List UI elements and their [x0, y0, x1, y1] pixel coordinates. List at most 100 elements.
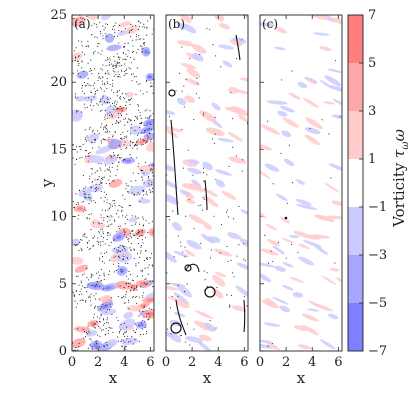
particle — [84, 233, 86, 235]
particle — [83, 193, 85, 195]
particle — [151, 169, 153, 171]
particle — [115, 255, 117, 257]
particle — [148, 307, 150, 309]
particle — [87, 356, 88, 357]
particle — [335, 60, 337, 62]
particle — [143, 224, 145, 226]
particle — [128, 307, 130, 310]
particle — [112, 163, 114, 165]
vorticity-blob — [205, 189, 218, 198]
particle — [131, 230, 133, 232]
particle — [88, 284, 90, 286]
particle — [285, 257, 287, 259]
particle — [104, 118, 106, 120]
particle — [68, 70, 69, 71]
particle — [127, 121, 129, 123]
particle — [118, 29, 120, 32]
particle — [97, 334, 99, 336]
vorticity-blob — [72, 238, 81, 247]
particle — [101, 183, 103, 185]
particle — [124, 249, 126, 251]
particle — [244, 260, 246, 262]
particle — [81, 249, 83, 251]
particle — [130, 156, 132, 159]
particle-filament — [170, 119, 179, 216]
particle — [124, 263, 126, 265]
particle — [77, 349, 79, 351]
particle — [150, 115, 152, 117]
particle — [119, 120, 121, 122]
particle — [121, 139, 123, 141]
particle — [111, 103, 114, 105]
particle — [128, 238, 130, 240]
particle — [96, 26, 98, 28]
particle — [89, 197, 91, 199]
particle — [79, 9, 80, 10]
particle — [93, 96, 95, 98]
vorticity-blob — [309, 15, 329, 21]
vorticity-blob — [304, 134, 321, 146]
particle — [130, 249, 132, 252]
vorticity-blob — [214, 169, 232, 176]
particle — [91, 131, 94, 133]
particle — [124, 346, 126, 348]
particle — [150, 128, 152, 130]
particle — [100, 252, 102, 254]
particle — [66, 56, 67, 57]
particle — [126, 55, 128, 57]
particle — [209, 257, 212, 259]
particle — [236, 255, 238, 257]
particle — [113, 271, 115, 273]
particle — [94, 94, 96, 96]
vorticity-blob — [107, 139, 122, 150]
vorticity-blob — [191, 44, 207, 54]
particle — [148, 176, 150, 178]
colorbar-band — [348, 63, 363, 111]
particle — [101, 104, 103, 106]
particle — [83, 53, 86, 55]
particle — [100, 100, 102, 102]
vorticity-blob — [227, 232, 242, 240]
particle — [114, 248, 116, 250]
particle — [77, 60, 79, 62]
particle — [152, 187, 154, 189]
particle — [152, 112, 154, 114]
vorticity-blob — [173, 292, 189, 305]
particle — [136, 289, 138, 291]
vorticity-blob — [90, 219, 101, 229]
vorticity-blob — [129, 185, 146, 195]
particle — [133, 58, 135, 61]
particle — [107, 72, 109, 74]
particle — [127, 190, 129, 193]
x-axis-label-c: x — [297, 369, 306, 387]
particle — [87, 46, 89, 48]
particle — [81, 157, 83, 159]
vorticity-blob — [146, 142, 154, 152]
particle — [124, 216, 127, 218]
vorticity-blob — [282, 117, 300, 128]
particle — [76, 110, 78, 112]
particle — [129, 68, 131, 70]
particle — [85, 186, 87, 188]
particle — [146, 135, 149, 137]
particle — [97, 237, 99, 239]
vorticity-blob — [173, 250, 189, 258]
particle — [72, 18, 74, 20]
particle — [103, 219, 105, 221]
particle — [90, 187, 92, 189]
particle — [124, 73, 127, 75]
particle — [148, 312, 150, 315]
particle — [235, 155, 237, 157]
particle — [123, 322, 126, 324]
particle — [120, 137, 122, 139]
particle — [89, 178, 91, 180]
particle — [126, 68, 128, 70]
particle — [85, 299, 87, 301]
particle — [98, 77, 100, 79]
particle — [119, 158, 121, 160]
particle — [141, 176, 143, 178]
vorticity-blob — [101, 15, 112, 21]
particle — [113, 154, 115, 156]
particle — [112, 83, 114, 85]
